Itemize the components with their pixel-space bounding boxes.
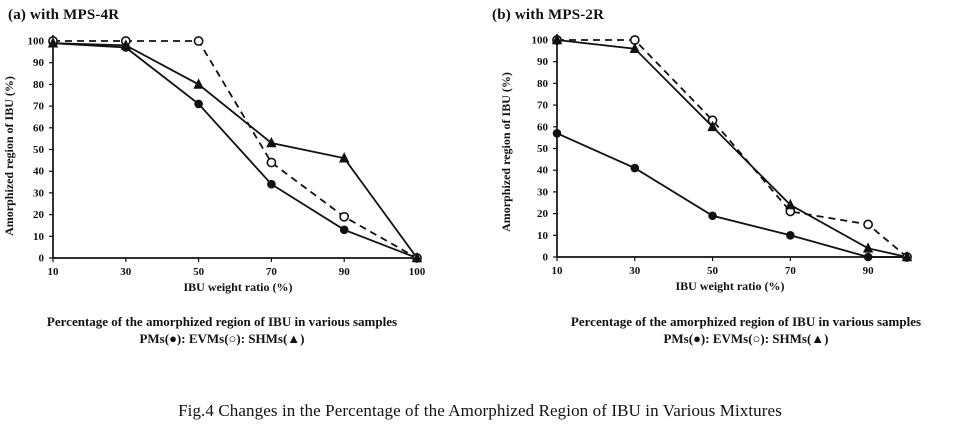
marker-EVMs (339, 211, 350, 222)
marker-PMs (708, 211, 717, 221)
y-tick-label: 100 (28, 36, 45, 48)
chart-a: Amorphized region of IBU (%) IBU weight … (2, 35, 426, 294)
x-tick-label: 30 (120, 266, 132, 278)
y-tick-label: 60 (537, 121, 549, 133)
y-tick-label: 40 (537, 165, 549, 177)
series-line-PMs (52, 42, 418, 259)
y-tick-label: 50 (537, 143, 549, 155)
y-tick-label: 10 (537, 230, 549, 242)
marker-PMs (194, 99, 203, 109)
chart-a-title: (a) with MPS-4R (8, 7, 120, 23)
y-tick-label: 60 (33, 122, 45, 134)
chart-b-x-axis-label: IBU weight ratio (%) (676, 279, 785, 293)
marker-EVMs (193, 36, 204, 46)
marker-SHMs (411, 252, 423, 263)
marker-SHMs (629, 42, 640, 53)
y-tick-label: 70 (33, 101, 45, 113)
axes (52, 35, 417, 259)
series-line-EVMs (557, 39, 908, 258)
marker-SHMs (551, 34, 563, 45)
marker-PMs (267, 179, 276, 189)
marker-EVMs (266, 157, 277, 168)
marker-PMs (552, 129, 562, 138)
chart-b-caption-text: Percentage of the amorphized region of I… (570, 314, 922, 329)
series-line-SHMs (556, 39, 908, 258)
marker-SHMs (339, 152, 350, 163)
marker-PMs (630, 163, 640, 173)
chart-b-caption: Percentage of the amorphized region of I… (516, 313, 960, 347)
series-line-PMs (556, 132, 907, 258)
x-tick-label: 90 (339, 266, 351, 278)
marker-SHMs (266, 136, 277, 148)
y-tick-label: 100 (532, 35, 549, 47)
x-tick-label: 50 (193, 266, 205, 278)
series-line-EVMs (53, 40, 418, 259)
marker-SHMs (707, 120, 718, 132)
x-tick-label: 70 (266, 266, 278, 278)
y-tick-label: 0 (39, 253, 45, 265)
y-tick-label: 30 (33, 187, 45, 199)
chart-a-caption: Percentage of the amorphized region of I… (2, 313, 442, 347)
y-tick-label: 20 (33, 209, 45, 221)
chart-a-legend: PMs(●): EVMs(○): SHMs(▲) (139, 331, 305, 346)
chart-b-y-axis-label: Amorphized region of IBU (%) (499, 72, 513, 232)
y-tick-label: 90 (33, 57, 45, 69)
marker-SHMs (862, 242, 874, 253)
chart-b-title: (b) with MPS-2R (492, 7, 605, 23)
y-tick-label: 30 (537, 186, 549, 198)
x-tick-label: 10 (552, 265, 564, 277)
y-tick-label: 20 (537, 208, 549, 220)
y-tick-label: 50 (33, 144, 45, 156)
chart-a-caption-text: Percentage of the amorphized region of I… (46, 314, 398, 329)
figure-title: Fig.4 Changes in the Percentage of the A… (178, 401, 782, 420)
chart-a-x-axis-label: IBU weight ratio (%) (184, 280, 293, 294)
marker-PMs (339, 225, 349, 235)
chart-a-y-axis-label: Amorphized region of IBU (%) (2, 76, 16, 236)
x-tick-label: 30 (629, 265, 641, 277)
marker-PMs (863, 252, 873, 262)
x-tick-label: 10 (48, 266, 60, 278)
marker-SHMs (47, 37, 59, 48)
series-line-SHMs (52, 42, 418, 259)
x-tick-label: 50 (707, 265, 719, 277)
y-tick-label: 80 (33, 79, 45, 91)
y-tick-label: 70 (537, 100, 549, 112)
y-tick-label: 90 (537, 56, 549, 68)
x-tick-label: 100 (409, 266, 426, 278)
y-tick-label: 0 (543, 252, 549, 264)
x-tick-label: 90 (863, 265, 875, 277)
marker-PMs (786, 231, 795, 240)
marker-EVMs (863, 219, 874, 230)
chart-b-legend: PMs(●): EVMs(○): SHMs(▲) (663, 331, 829, 346)
marker-SHMs (120, 39, 131, 50)
marker-SHMs (901, 251, 913, 262)
y-tick-label: 80 (537, 78, 549, 90)
y-tick-label: 40 (33, 166, 45, 178)
chart-b: Amorphized region of IBU (%) IBU weight … (499, 34, 913, 293)
marker-SHMs (193, 78, 204, 89)
marker-SHMs (785, 198, 796, 210)
y-tick-label: 10 (33, 231, 45, 243)
x-tick-label: 70 (785, 265, 797, 277)
